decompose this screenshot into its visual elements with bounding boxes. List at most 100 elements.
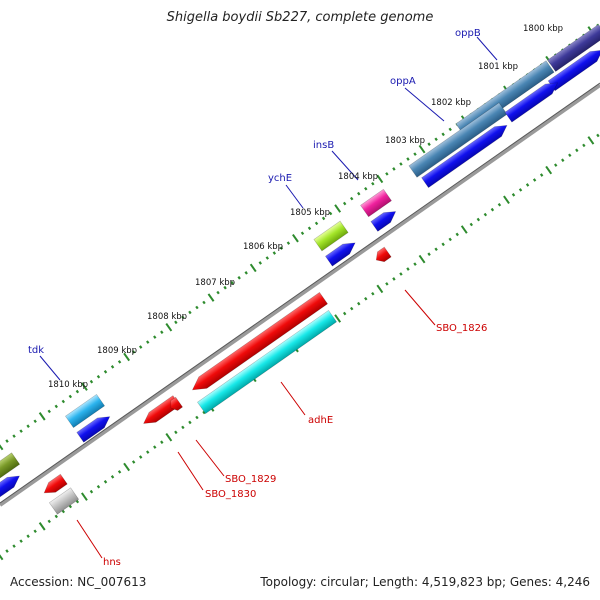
inner-tick-mark [188, 420, 192, 425]
cds-insB[interactable] [370, 207, 399, 232]
leader-hns [76, 519, 103, 559]
inner-tick-mark [490, 207, 495, 212]
inner-tick-mark [532, 178, 537, 182]
inner-tick-mark [47, 519, 51, 524]
outer-tick-mark [413, 152, 417, 156]
cds-insB-shape [370, 211, 397, 232]
outer-tick-mark [0, 444, 4, 451]
cds-adhE[interactable] [188, 291, 328, 395]
inner-tick-mark [123, 462, 131, 472]
outer-tick-mark [350, 196, 354, 201]
inner-tick-mark [469, 222, 474, 227]
inner-tick-mark [195, 415, 199, 420]
gene-left-edge[interactable] [0, 452, 21, 480]
cds-tdk[interactable] [76, 412, 113, 443]
cds-oppB-shape [504, 82, 559, 123]
outer-tick-mark [123, 352, 131, 362]
cds-ychE[interactable] [325, 238, 358, 267]
outer-tick-mark [188, 310, 192, 315]
outer-tick-mark [153, 335, 157, 339]
outer-tick-mark [47, 409, 51, 414]
outer-tick-mark [223, 285, 227, 290]
gene-insB-shape [360, 188, 392, 218]
cds-left-edge-shape [0, 475, 20, 498]
topology-summary: Topology: circular; Length: 4,519,823 bp… [260, 575, 590, 589]
outer-tick-mark [376, 174, 384, 184]
kbp-label: 1804 kbp [338, 172, 378, 182]
gene-hns-shape [48, 487, 80, 515]
inner-tick-mark [54, 514, 58, 519]
inner-tick-mark [153, 445, 157, 449]
leader-oppA [404, 87, 445, 122]
inner-tick-mark [68, 504, 73, 509]
inner-tick-mark [448, 237, 452, 242]
kbp-label: 1807 kbp [195, 278, 235, 288]
outer-tick-mark [68, 394, 73, 399]
gene-label-SBO-1826: SBO_1826 [436, 323, 487, 334]
inner-tick-mark [33, 529, 37, 534]
inner-tick-mark [103, 480, 108, 484]
cds-oppA[interactable] [421, 120, 511, 189]
inner-tick-mark [357, 301, 361, 306]
outer-tick-mark [96, 374, 101, 379]
inner-tick-mark [61, 509, 66, 514]
inner-tick-mark [460, 225, 468, 234]
gene-insB[interactable] [360, 188, 392, 218]
inner-tick-mark [596, 133, 600, 138]
cds-left-edge[interactable] [0, 471, 23, 498]
inner-tick-mark [511, 193, 516, 197]
inner-tick-mark [413, 262, 417, 266]
outer-tick-mark [75, 389, 80, 394]
cds-hns-shape [43, 473, 68, 494]
inner-tick-mark [75, 499, 80, 504]
gene-tdk[interactable] [65, 393, 105, 429]
outer-tick-mark [249, 263, 257, 273]
leader-SBO-1829 [195, 439, 225, 477]
gene-label-tdk: tdk [28, 345, 44, 356]
cds-SBO-1829[interactable] [167, 396, 183, 413]
gene-label-oppB: oppB [455, 28, 481, 39]
inner-tick-mark [181, 425, 185, 430]
cds-oppB[interactable] [504, 78, 561, 123]
leader-SBO-1830 [177, 451, 204, 491]
outer-tick-mark [265, 256, 270, 260]
inner-tick-mark [96, 484, 101, 489]
genome-backbone [0, 83, 600, 507]
cds-SBO-1826-shape [375, 246, 392, 263]
inner-tick-mark [385, 282, 389, 286]
inner-tick-mark [483, 212, 488, 217]
outer-tick-mark [314, 221, 319, 226]
inner-tick-mark [554, 163, 558, 167]
outer-tick-mark [427, 142, 431, 146]
inner-tick-mark [165, 433, 173, 442]
inner-tick-mark [19, 539, 23, 543]
inner-tick-mark [376, 284, 384, 294]
gene-adhE[interactable] [197, 309, 337, 415]
gene-oppC-outer[interactable] [547, 24, 600, 72]
gene-labels: oppB oppA insB ychE tdk SBO_1826 adhE SB… [28, 28, 487, 568]
cds-ychE-shape [325, 242, 356, 267]
kbp-label: 1810 kbp [48, 380, 88, 390]
inner-tick-mark [160, 440, 164, 444]
cds-SBO-1826[interactable] [373, 246, 392, 265]
outer-tick-mark [307, 226, 312, 231]
outer-tick-mark [237, 276, 241, 280]
inner-tick-mark [392, 277, 396, 281]
outer-tick-mark [138, 345, 143, 349]
inner-tick-mark [575, 148, 579, 153]
inner-tick-mark [518, 188, 523, 192]
outer-tick-mark [292, 233, 299, 243]
leader-oppB [476, 36, 498, 61]
cds-hns[interactable] [41, 473, 68, 498]
label-leader-lines [39, 36, 498, 559]
outer-tick-mark [174, 320, 178, 325]
outer-tick-mark [146, 340, 150, 344]
gene-oppC-outer-shape [547, 24, 600, 72]
inner-tick-mark [38, 522, 46, 531]
inner-tick-mark [117, 470, 122, 474]
outer-tick-mark [131, 350, 136, 354]
gene-hns[interactable] [48, 487, 80, 515]
gene-ychE[interactable] [313, 220, 349, 252]
accession-text: Accession: NC_007613 [10, 575, 147, 589]
inner-tick-mark [202, 410, 206, 415]
